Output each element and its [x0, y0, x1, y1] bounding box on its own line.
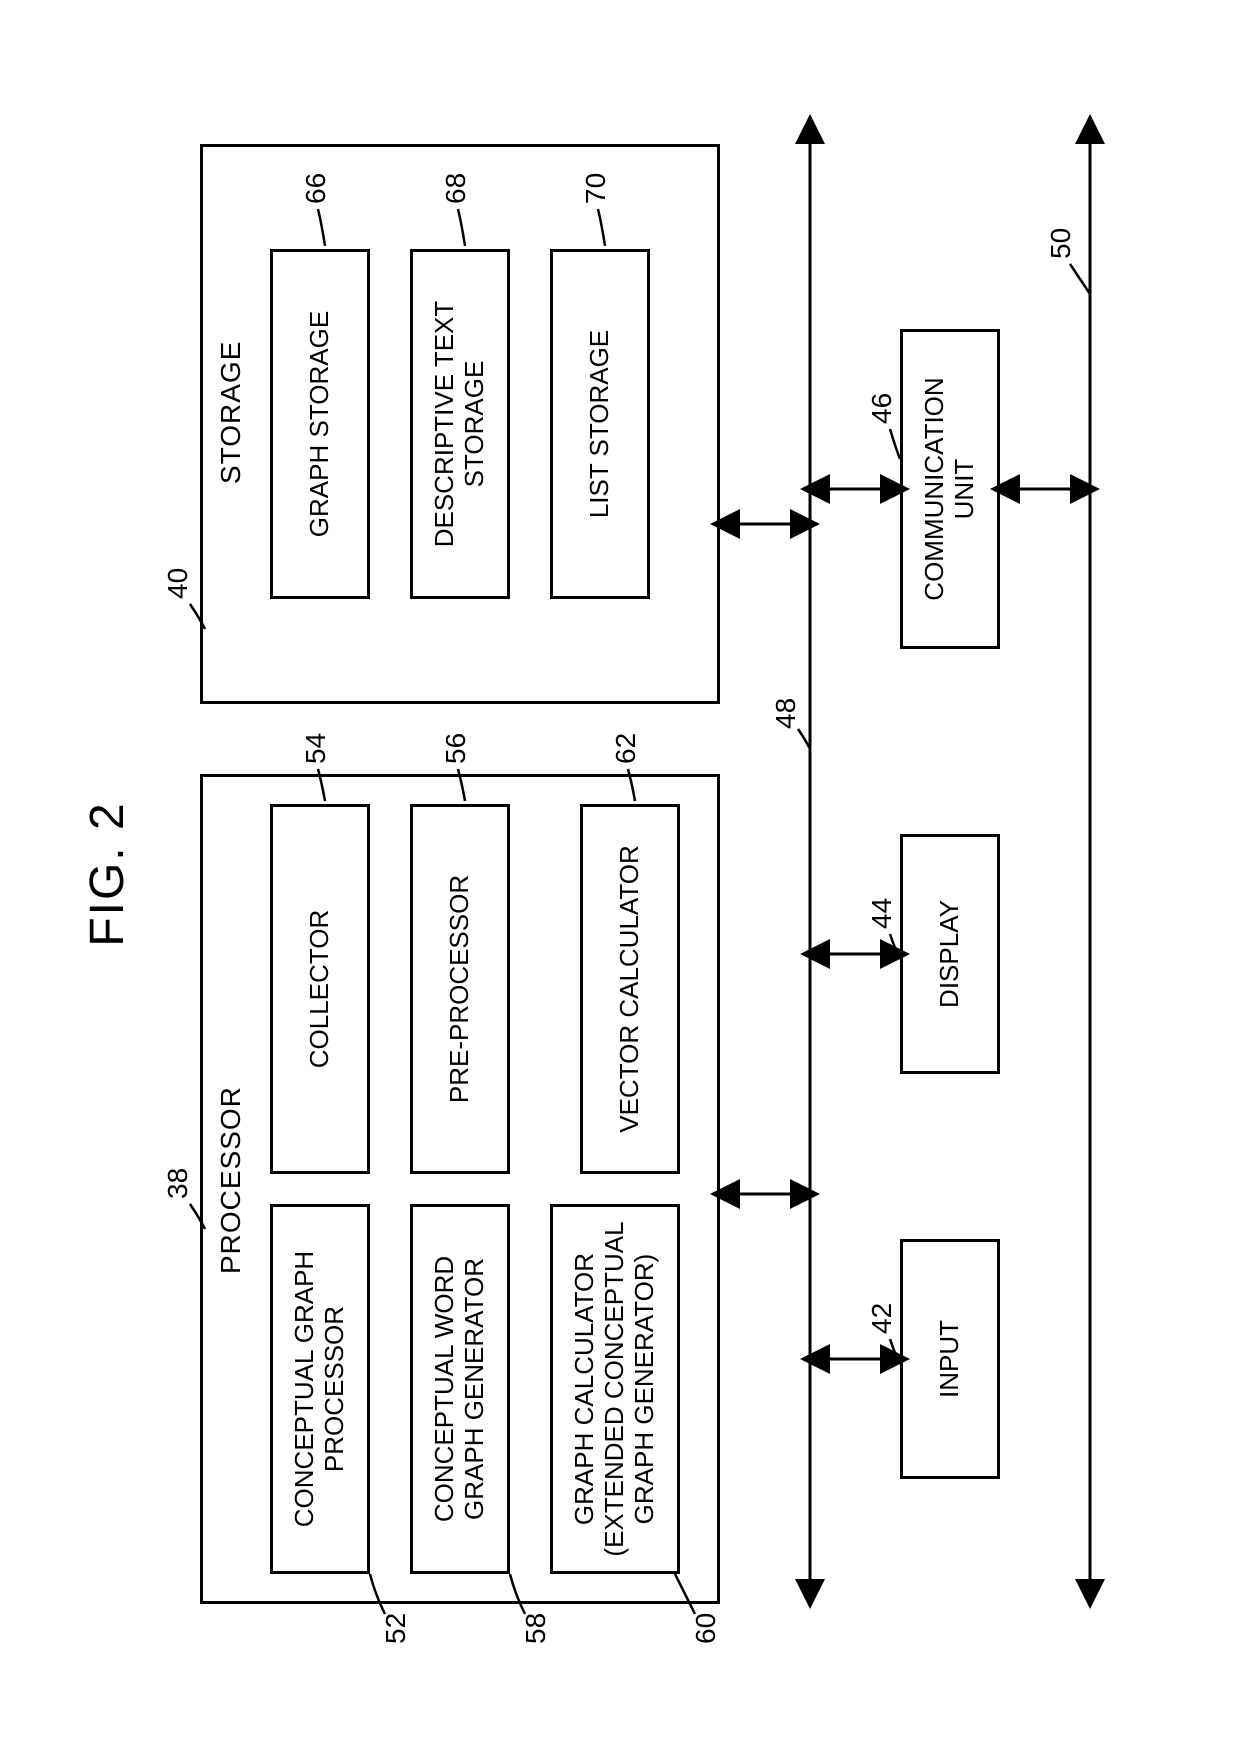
storage-ref: 40	[162, 568, 194, 599]
block-graph-storage: GRAPH STORAGE	[270, 249, 370, 599]
processor-label: PROCESSOR	[215, 1086, 247, 1274]
ref-cw-generator: 58	[520, 1613, 552, 1644]
ref-vector-calc: 62	[610, 733, 642, 764]
block-comm: COMMUNICATION UNIT	[900, 329, 1000, 649]
block-list-storage: LIST STORAGE	[550, 249, 650, 599]
processor-ref: 38	[162, 1168, 194, 1199]
block-desc-storage: DESCRIPTIVE TEXT STORAGE	[410, 249, 510, 599]
block-cg-processor: CONCEPTUAL GRAPH PROCESSOR	[270, 1204, 370, 1574]
ref-comm: 46	[866, 393, 898, 424]
block-pre-processor: PRE-PROCESSOR	[410, 804, 510, 1174]
block-input: INPUT	[900, 1239, 1000, 1479]
figure-title: FIG. 2	[80, 801, 135, 946]
ref-network: 50	[1045, 228, 1077, 259]
ref-desc-storage: 68	[440, 173, 472, 204]
ref-input: 42	[866, 1303, 898, 1334]
ref-graph-calc: 60	[690, 1613, 722, 1644]
diagram-canvas: FIG. 2 PROCESSOR 38 STORAGE 40 CONCEPTUA…	[70, 74, 1170, 1674]
block-display: DISPLAY	[900, 834, 1000, 1074]
block-graph-calc: GRAPH CALCULATOR (EXTENDED CONCEPTUAL GR…	[550, 1204, 680, 1574]
ref-display: 44	[866, 898, 898, 929]
ref-collector: 54	[300, 733, 332, 764]
ref-pre-processor: 56	[440, 733, 472, 764]
block-collector: COLLECTOR	[270, 804, 370, 1174]
ref-graph-storage: 66	[300, 173, 332, 204]
ref-bus: 48	[770, 698, 802, 729]
block-cw-generator: CONCEPTUAL WORD GRAPH GENERATOR	[410, 1204, 510, 1574]
storage-label: STORAGE	[215, 341, 247, 484]
ref-cg-processor: 52	[380, 1613, 412, 1644]
ref-list-storage: 70	[580, 173, 612, 204]
block-vector-calc: VECTOR CALCULATOR	[580, 804, 680, 1174]
